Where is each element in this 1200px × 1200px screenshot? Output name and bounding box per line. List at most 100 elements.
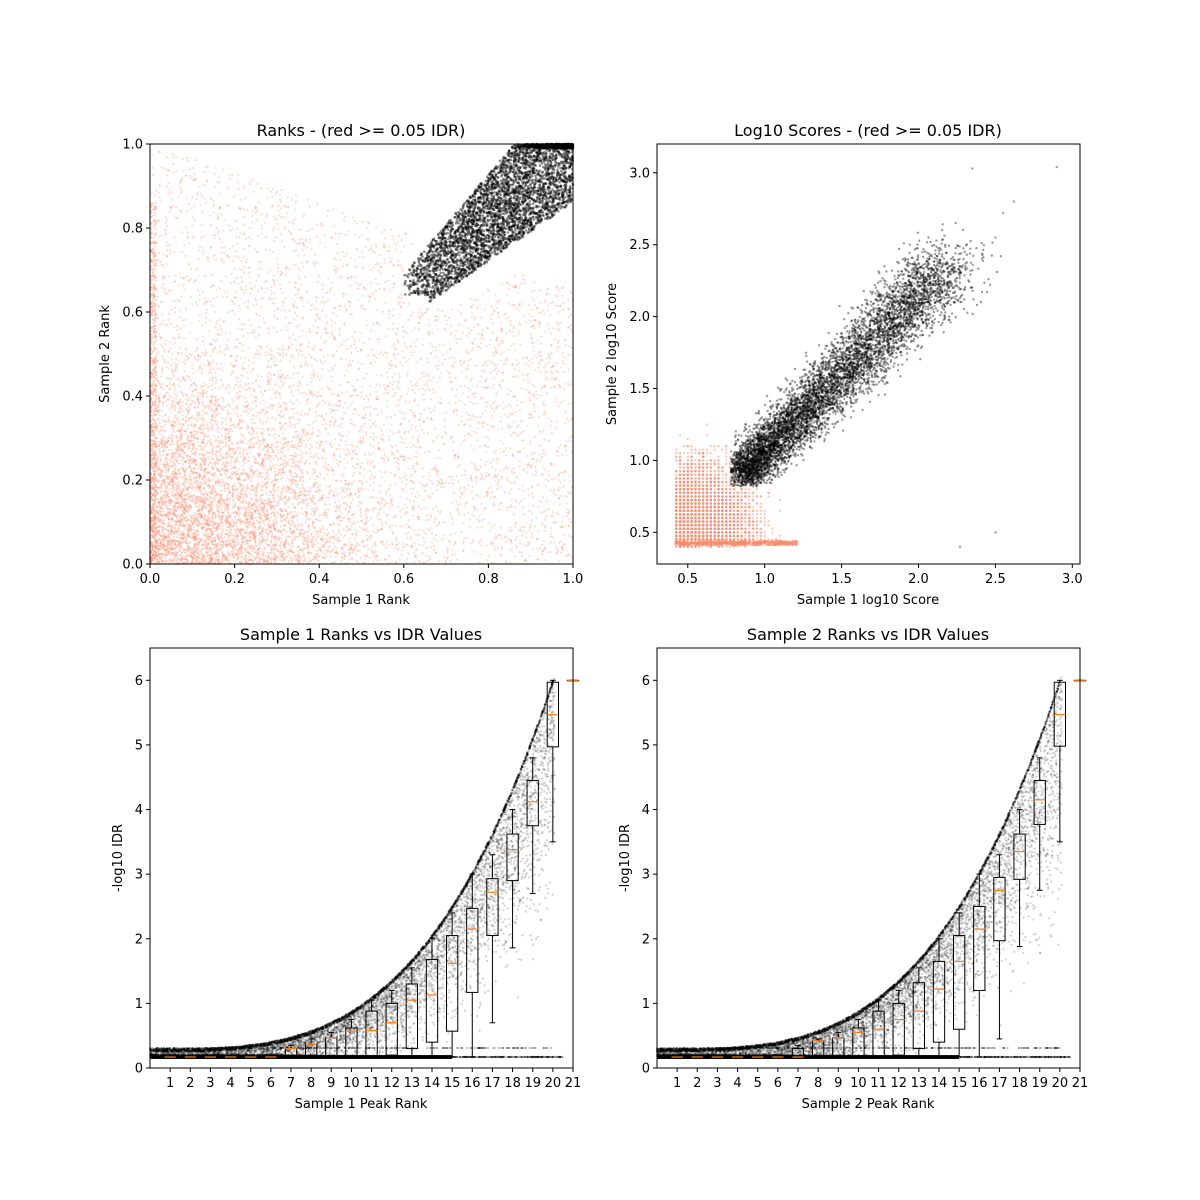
ranks-red-point xyxy=(239,439,241,441)
ranks-red-point xyxy=(434,406,436,408)
ranks-red-point xyxy=(439,377,441,379)
ranks-red-point xyxy=(373,267,375,269)
ranks-red-point xyxy=(317,547,319,549)
ranks-red-point xyxy=(534,410,536,412)
ranks-red-point xyxy=(254,422,256,424)
ranks-red-point xyxy=(289,475,291,477)
ranks-red-point xyxy=(433,409,435,411)
ranks-red-point xyxy=(272,188,274,190)
ranks-red-point xyxy=(215,429,217,431)
ranks-red-point xyxy=(503,363,505,365)
ranks-red-point xyxy=(258,262,260,264)
ranks-red-point xyxy=(528,462,530,464)
ranks-red-point xyxy=(422,537,424,539)
ranks-red-point xyxy=(217,543,219,545)
ranks-red-point xyxy=(340,487,342,489)
ranks-red-point xyxy=(416,385,418,387)
ranks-red-point xyxy=(322,424,324,426)
ranks-red-point xyxy=(175,358,177,360)
ranks-red-point xyxy=(276,504,278,506)
ranks-red-point xyxy=(299,449,301,451)
ranks-red-point xyxy=(569,492,571,494)
ranks-red-point xyxy=(306,384,308,386)
ranks-red-point xyxy=(279,369,281,371)
ranks-red-point xyxy=(245,237,247,239)
ranks-red-point xyxy=(570,384,572,386)
ranks-red-point xyxy=(556,362,558,364)
ranks-red-point xyxy=(402,330,404,332)
ranks-red-point xyxy=(278,373,280,375)
ranks-red-point xyxy=(222,401,224,403)
ranks-red-point xyxy=(170,533,172,535)
ranks-red-point xyxy=(375,421,377,423)
ranks-red-point xyxy=(277,452,279,454)
ranks-red-point xyxy=(385,456,387,458)
ranks-red-point xyxy=(267,373,269,375)
ranks-red-point xyxy=(201,224,203,226)
ranks-red-point xyxy=(530,417,532,419)
ranks-red-point xyxy=(403,357,405,359)
ranks-red-point xyxy=(263,509,265,511)
ranks-red-point xyxy=(478,515,480,517)
ranks-red-point xyxy=(219,238,221,240)
ranks-red-point xyxy=(393,454,395,456)
ranks-red-point xyxy=(451,387,453,389)
ranks-red-point xyxy=(257,468,259,470)
ranks-red-point xyxy=(324,401,326,403)
ranks-red-point xyxy=(349,404,351,406)
ranks-red-point xyxy=(294,426,296,428)
ranks-red-point xyxy=(248,360,250,362)
ranks-red-point xyxy=(255,211,257,213)
ranks-red-point xyxy=(336,505,338,507)
ranks-red-point xyxy=(384,247,386,249)
ranks-red-point xyxy=(295,249,297,251)
ranks-red-point xyxy=(182,170,184,172)
ranks-red-point xyxy=(398,235,400,237)
ranks-red-point xyxy=(304,511,306,513)
ranks-red-point xyxy=(532,315,534,317)
ranks-red-point xyxy=(522,278,524,280)
ranks-red-point xyxy=(285,325,287,327)
ranks-red-point xyxy=(234,544,236,546)
ranks-red-point xyxy=(482,364,484,366)
ranks-red-point xyxy=(510,488,512,490)
ranks-red-point xyxy=(265,529,267,531)
ranks-red-point xyxy=(220,280,222,282)
ranks-red-point xyxy=(478,305,480,307)
ranks-red-point xyxy=(298,355,300,357)
ranks-red-point xyxy=(524,544,526,546)
ranks-red-point xyxy=(530,333,532,335)
ranks-red-point xyxy=(485,411,487,413)
ranks-red-point xyxy=(235,412,237,414)
ranks-red-point xyxy=(361,234,363,236)
ranks-red-point xyxy=(169,249,171,251)
ranks-red-point xyxy=(494,496,496,498)
ranks-red-point xyxy=(179,515,181,517)
ranks-red-point xyxy=(364,488,366,490)
ranks-red-point xyxy=(204,526,206,528)
ranks-red-point xyxy=(532,350,534,352)
ranks-red-point xyxy=(510,434,512,436)
ranks-red-point xyxy=(248,382,250,384)
ranks-red-point xyxy=(497,371,499,373)
ranks-red-point xyxy=(269,544,271,546)
ranks-red-point xyxy=(342,536,344,538)
ranks-red-point xyxy=(345,454,347,456)
ranks-red-point xyxy=(301,300,303,302)
ranks-red-point xyxy=(312,427,314,429)
ranks-red-point xyxy=(306,471,308,473)
ranks-red-point xyxy=(214,237,216,239)
ranks-red-point xyxy=(332,367,334,369)
ranks-red-point xyxy=(286,212,288,214)
ranks-red-point xyxy=(199,491,201,493)
ranks-red-point xyxy=(398,301,400,303)
ranks-red-point xyxy=(383,424,385,426)
ranks-red-point xyxy=(534,436,536,438)
ranks-red-point xyxy=(241,323,243,325)
ranks-red-point xyxy=(569,436,571,438)
ranks-red-point xyxy=(243,551,245,553)
ranks-red-point xyxy=(541,386,543,388)
ranks-red-point xyxy=(510,390,512,392)
ranks-red-point xyxy=(307,412,309,414)
ranks-red-point xyxy=(213,234,215,236)
